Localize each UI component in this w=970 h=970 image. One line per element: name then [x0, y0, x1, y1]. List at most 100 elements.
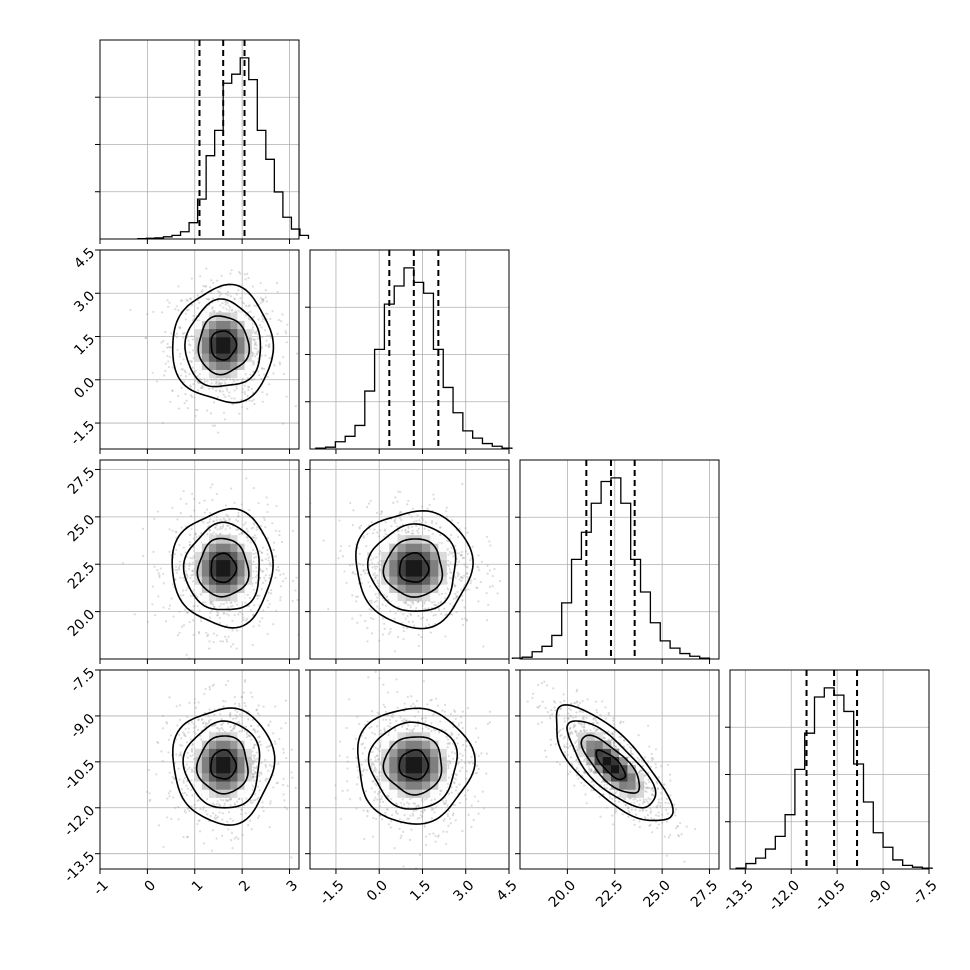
scatter-point	[351, 563, 354, 566]
scatter-point	[426, 703, 429, 706]
scatter-point	[417, 614, 420, 618]
scatter-point	[235, 528, 238, 531]
scatter-point	[407, 620, 410, 623]
scatter-point	[384, 520, 387, 524]
scatter-point	[449, 822, 452, 825]
scatter-point	[257, 774, 261, 777]
scatter-point	[225, 513, 228, 516]
scatter-point	[169, 346, 172, 349]
scatter-point	[452, 781, 456, 784]
scatter-point	[129, 308, 132, 311]
scatter-point	[253, 339, 256, 342]
scatter-point	[199, 386, 202, 390]
density-cell	[201, 320, 210, 330]
density-cell	[208, 353, 217, 362]
scatter-point	[256, 597, 259, 600]
scatter-point	[260, 558, 263, 562]
density-cell	[430, 756, 439, 766]
scatter-point	[190, 750, 194, 753]
scatter-point	[228, 713, 232, 716]
scatter-point	[460, 576, 464, 579]
scatter-point	[215, 634, 218, 637]
scatter-point	[212, 401, 216, 404]
scatter-point	[395, 802, 398, 805]
scatter-point	[454, 789, 457, 792]
scatter-point	[269, 720, 272, 723]
scatter-point	[248, 399, 251, 402]
scatter-point	[251, 695, 254, 699]
scatter-point	[194, 414, 197, 417]
scatter-point	[485, 772, 488, 775]
scatter-point	[338, 754, 341, 757]
scatter-point	[247, 385, 250, 388]
scatter-point	[205, 267, 208, 270]
scatter-point	[191, 557, 194, 560]
scatter-point	[175, 738, 178, 741]
scatter-point	[183, 733, 186, 736]
scatter-point	[417, 633, 420, 636]
scatter-point	[458, 801, 461, 804]
scatter-point	[217, 431, 220, 434]
scatter-point	[241, 301, 244, 304]
scatter-point	[381, 603, 384, 606]
scatter-point	[383, 622, 386, 625]
scatter-point	[482, 645, 485, 648]
density-cell	[397, 740, 406, 749]
scatter-point	[398, 818, 401, 821]
scatter-point	[231, 619, 234, 623]
scatter-point	[354, 572, 357, 576]
scatter-point	[278, 361, 281, 364]
scatter-point	[408, 797, 412, 801]
scatter-point	[262, 298, 265, 301]
scatter-point	[188, 360, 191, 363]
scatter-point	[417, 804, 420, 807]
scatter-point	[227, 635, 230, 638]
scatter-point	[212, 531, 215, 534]
scatter-point	[373, 766, 377, 769]
scatter-point	[459, 588, 463, 591]
scatter-point	[413, 624, 416, 627]
scatter-point	[170, 817, 173, 821]
scatter-point	[403, 814, 406, 817]
scatter-point	[233, 298, 236, 301]
scatter-point	[223, 418, 227, 421]
contour-3	[182, 720, 261, 809]
scatter-point	[238, 713, 242, 716]
scatter-point	[446, 548, 449, 551]
scatter-point	[196, 294, 199, 297]
scatter-point	[270, 765, 273, 768]
scatter-point	[383, 705, 387, 709]
density-cell	[201, 773, 210, 782]
scatter-point	[194, 379, 197, 382]
scatter-point	[233, 726, 236, 730]
y-tick-label: 1.5	[71, 332, 98, 359]
scatter-point	[418, 853, 422, 856]
density-cell	[223, 328, 231, 338]
scatter-point	[262, 317, 265, 321]
scatter-point	[192, 619, 195, 622]
density-cell	[421, 740, 431, 749]
scatter-point	[454, 592, 457, 595]
scatter-point	[476, 586, 479, 589]
scatter-point	[237, 720, 240, 723]
scatter-point	[383, 593, 386, 597]
scatter-point	[451, 733, 454, 736]
scatter-point	[395, 719, 398, 723]
scatter-point	[185, 763, 189, 766]
density-cell	[216, 543, 224, 552]
scatter-point	[232, 724, 236, 727]
scatter-point	[201, 601, 205, 604]
scatter-point	[261, 367, 264, 370]
scatter-point	[142, 554, 145, 557]
scatter-point	[480, 752, 483, 755]
scatter-point	[252, 570, 255, 573]
scatter-point	[439, 600, 442, 603]
scatter-point	[190, 574, 193, 577]
scatter-point	[373, 572, 376, 575]
scatter-point	[366, 809, 369, 812]
scatter-point	[210, 382, 213, 385]
scatter-point	[341, 789, 344, 792]
scatter-point	[188, 372, 191, 376]
density-cell	[223, 345, 231, 354]
